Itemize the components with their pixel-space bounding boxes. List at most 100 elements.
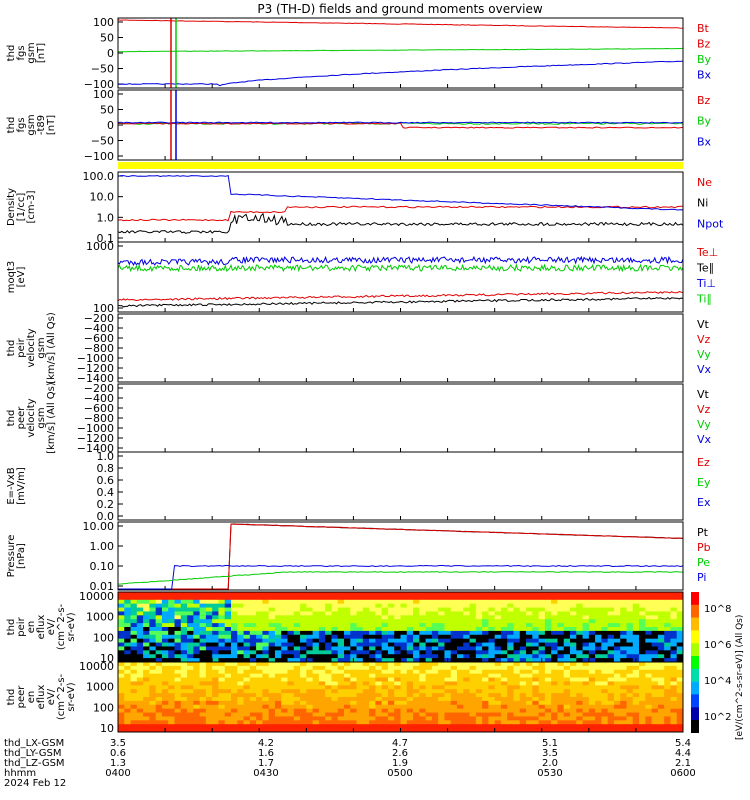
- ytick-label: 0.01: [90, 580, 115, 593]
- heat-cell: [394, 704, 401, 710]
- heat-cell: [136, 673, 144, 679]
- heat-cell: [306, 630, 314, 636]
- heat-cell: [431, 607, 439, 612]
- heat-cell: [268, 677, 276, 682]
- heat-cell: [174, 728, 182, 733]
- heat-cell: [362, 623, 370, 628]
- heat-cell: [193, 595, 201, 601]
- heat-cell: [130, 669, 138, 675]
- xrow-value: 0.6: [110, 748, 126, 759]
- heat-cell: [513, 603, 521, 609]
- heat-cell: [532, 669, 540, 675]
- heat-cell: [406, 700, 414, 706]
- heat-cell: [513, 623, 521, 628]
- heat-cell: [337, 697, 345, 702]
- heat-cell: [362, 619, 370, 624]
- ylabel-fgs_t89: thd: [6, 117, 17, 134]
- heat-cell: [557, 603, 565, 609]
- heat-cell: [193, 654, 201, 659]
- heat-cell: [136, 615, 144, 620]
- heat-cell: [463, 673, 471, 679]
- legend-By: By: [697, 53, 712, 66]
- heat-cell: [494, 615, 502, 620]
- heat-cell: [274, 642, 282, 647]
- heat-cell: [369, 595, 376, 601]
- heat-cell: [274, 634, 282, 640]
- heat-cell: [438, 677, 445, 682]
- heat-cell: [607, 642, 615, 647]
- heat-cell: [607, 611, 615, 616]
- heat-cell: [576, 619, 584, 624]
- heat-cell: [639, 627, 646, 632]
- heat-cell: [676, 599, 684, 605]
- heat-cell: [369, 650, 376, 655]
- heat-cell: [413, 658, 420, 663]
- heat-cell: [274, 720, 282, 725]
- heat-cell: [136, 607, 144, 612]
- heat-cell: [331, 638, 339, 644]
- heat-cell: [570, 673, 577, 679]
- heat-cell: [256, 704, 263, 710]
- heat-cell: [519, 685, 527, 690]
- heat-cell: [582, 654, 590, 659]
- heat-cell: [231, 627, 238, 632]
- heat-cell: [325, 638, 332, 644]
- heat-cell: [149, 704, 157, 710]
- heat-cell: [274, 689, 282, 694]
- colorbar-swatch: [691, 643, 699, 657]
- heat-cell: [124, 724, 132, 729]
- heat-cell: [193, 673, 201, 679]
- heat-cell: [450, 634, 458, 640]
- heat-cell: [205, 607, 213, 612]
- heat-cell: [287, 697, 295, 702]
- heat-cell: [381, 708, 389, 714]
- heat-cell: [601, 697, 609, 702]
- heat-cell: [387, 697, 395, 702]
- heat-cell: [645, 638, 653, 644]
- heat-cell: [626, 599, 634, 605]
- heat-cell: [243, 689, 251, 694]
- heat-cell: [205, 689, 213, 694]
- heat-cell: [293, 599, 301, 605]
- heat-cell: [475, 592, 483, 597]
- xrow-name: thd_LX-GSM: [4, 738, 64, 749]
- heat-cell: [431, 662, 439, 667]
- colorbar-swatch: [691, 681, 699, 695]
- heat-cell: [356, 615, 364, 620]
- heat-cell: [331, 673, 339, 679]
- heat-cell: [419, 712, 427, 717]
- heat-cell: [362, 677, 370, 682]
- heat-cell: [168, 619, 175, 624]
- heat-cell: [538, 619, 546, 624]
- heat-cell: [475, 619, 483, 624]
- heat-cell: [249, 681, 257, 686]
- heat-cell: [576, 599, 584, 605]
- heat-cell: [406, 619, 414, 624]
- heat-cell: [588, 677, 596, 682]
- heat-cell: [325, 724, 332, 729]
- heat-cell: [444, 681, 452, 686]
- heat-cell: [312, 720, 320, 725]
- heat-cell: [249, 623, 257, 628]
- heat-cell: [664, 642, 671, 647]
- heat-cell: [256, 708, 263, 714]
- heat-cell: [161, 685, 169, 690]
- heat-cell: [387, 611, 395, 616]
- heat-cell: [431, 603, 439, 609]
- heat-cell: [519, 638, 527, 644]
- heat-cell: [136, 697, 144, 702]
- ylabel-vel_peer: peer: [16, 406, 27, 430]
- heat-cell: [231, 693, 238, 698]
- heat-cell: [187, 677, 194, 682]
- heat-cell: [394, 611, 401, 616]
- heat-cell: [513, 716, 521, 721]
- heat-cell: [519, 681, 527, 686]
- heat-cell: [563, 673, 571, 679]
- heat-cell: [237, 654, 245, 659]
- heat-cell: [419, 627, 427, 632]
- heat-cell: [595, 654, 602, 659]
- heat-cell: [595, 611, 602, 616]
- heat-cell: [306, 654, 314, 659]
- heat-cell: [444, 712, 452, 717]
- heat-cell: [507, 615, 514, 620]
